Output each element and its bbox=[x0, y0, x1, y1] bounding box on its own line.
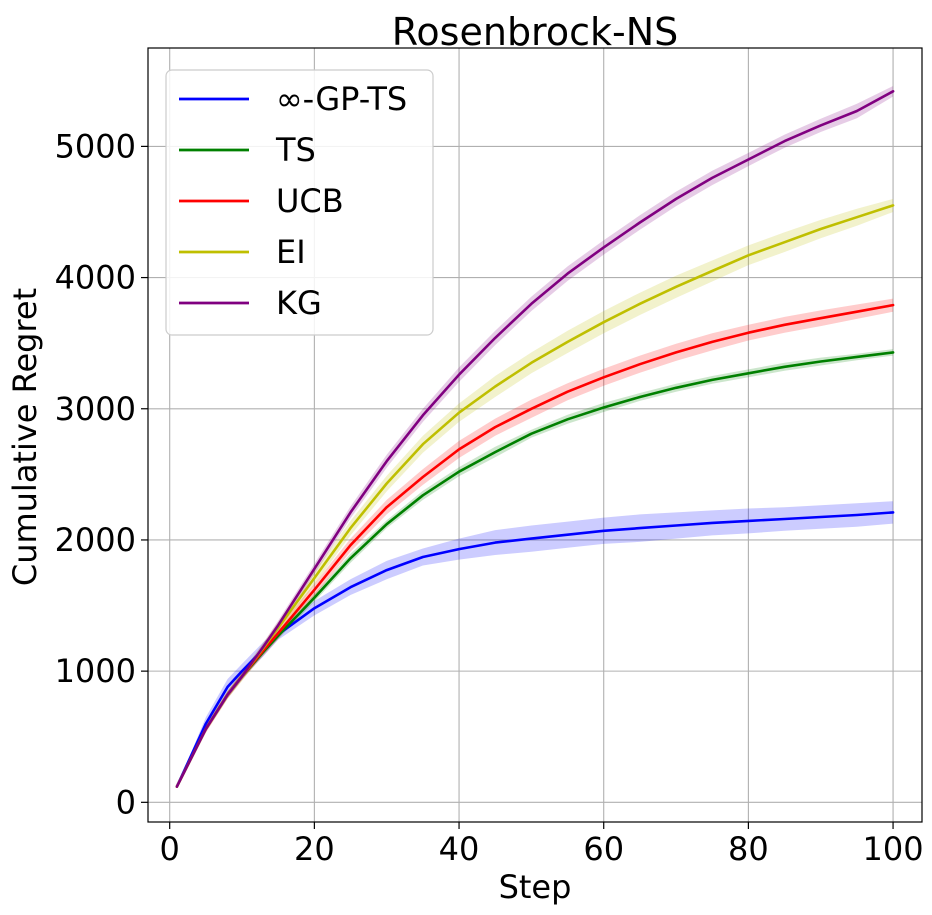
x-tick-label: 100 bbox=[863, 830, 924, 868]
legend-label-ucb: UCB bbox=[276, 182, 344, 220]
y-tick-label: 0 bbox=[116, 783, 136, 821]
legend: ∞-GP-TS TS UCB EI KG bbox=[165, 69, 434, 336]
y-tick-label: 2000 bbox=[55, 521, 136, 559]
grid bbox=[148, 48, 922, 822]
series-lines bbox=[175, 90, 895, 788]
legend-frame bbox=[165, 69, 434, 336]
plot-frame bbox=[147, 47, 923, 823]
y-tick-label: 4000 bbox=[55, 259, 136, 297]
x-tick-label: 60 bbox=[583, 830, 624, 868]
kg-series-line bbox=[175, 90, 895, 788]
y-tick-label: 1000 bbox=[55, 652, 136, 690]
legend-label-ts: TS bbox=[275, 131, 316, 169]
legend-label-ei: EI bbox=[276, 233, 306, 271]
x-tick-label: 80 bbox=[728, 830, 769, 868]
legend-label-kg: KG bbox=[276, 284, 322, 322]
chart-title: Rosenbrock-NS bbox=[392, 10, 679, 54]
legend-label-gp-ts: ∞-GP-TS bbox=[276, 80, 407, 118]
x-tick-label: 20 bbox=[294, 830, 335, 868]
y-tick-label: 5000 bbox=[55, 127, 136, 165]
x-tick-label: 0 bbox=[160, 830, 180, 868]
x-axis-title: Step bbox=[499, 868, 572, 906]
y-axis-title: Cumulative Regret bbox=[6, 288, 44, 586]
y-tick-label: 3000 bbox=[55, 390, 136, 428]
x-tick-label: 40 bbox=[439, 830, 480, 868]
